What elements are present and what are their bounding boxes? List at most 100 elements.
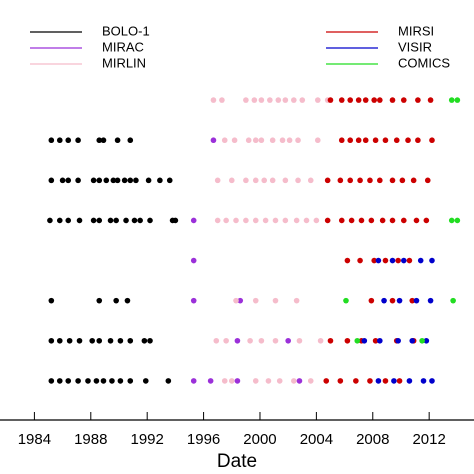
point xyxy=(214,217,221,224)
point xyxy=(107,217,114,224)
point xyxy=(357,177,363,184)
point xyxy=(347,97,354,103)
point xyxy=(190,378,197,384)
point xyxy=(258,337,265,344)
point xyxy=(367,378,373,384)
point xyxy=(450,297,456,304)
x-tick-label: 2004 xyxy=(300,431,333,448)
point xyxy=(362,137,369,144)
point xyxy=(258,97,265,103)
point xyxy=(65,378,72,384)
point xyxy=(448,217,455,224)
point xyxy=(48,177,55,184)
point xyxy=(355,137,362,144)
point xyxy=(89,337,96,344)
point xyxy=(396,297,403,304)
point xyxy=(420,378,427,384)
point xyxy=(347,137,354,144)
point xyxy=(214,177,221,184)
point xyxy=(338,137,345,144)
point xyxy=(243,177,249,184)
point xyxy=(391,378,397,384)
point xyxy=(324,217,331,224)
point xyxy=(59,177,66,184)
point xyxy=(137,217,143,224)
x-tick-label: 1984 xyxy=(18,431,51,448)
point xyxy=(258,137,265,144)
point xyxy=(210,137,217,144)
point xyxy=(247,337,253,344)
point xyxy=(65,137,72,144)
point xyxy=(279,137,286,144)
point xyxy=(267,97,273,103)
x-tick-label: 1988 xyxy=(74,431,107,448)
point xyxy=(282,217,289,224)
point xyxy=(96,337,103,344)
point xyxy=(357,257,363,264)
point xyxy=(96,177,103,184)
point xyxy=(371,257,377,264)
point xyxy=(381,297,387,304)
point xyxy=(377,97,383,103)
point xyxy=(65,177,72,184)
point xyxy=(75,378,81,384)
point xyxy=(157,177,163,184)
point xyxy=(121,177,128,184)
point xyxy=(395,337,401,344)
point xyxy=(96,297,103,304)
point xyxy=(117,378,124,384)
point xyxy=(190,297,197,304)
point xyxy=(221,378,228,384)
point xyxy=(317,337,324,344)
point xyxy=(286,137,293,144)
point xyxy=(410,177,417,184)
point xyxy=(124,297,131,304)
point xyxy=(272,217,279,224)
point xyxy=(337,378,344,384)
point xyxy=(56,217,63,224)
point xyxy=(295,137,301,144)
point xyxy=(265,378,272,384)
point xyxy=(231,137,238,144)
x-tick-label: 2008 xyxy=(356,431,389,448)
point xyxy=(65,217,72,224)
point xyxy=(114,137,121,144)
point xyxy=(417,257,424,264)
point xyxy=(96,217,103,224)
point xyxy=(276,378,283,384)
point xyxy=(252,297,259,304)
point xyxy=(344,257,351,264)
point xyxy=(243,217,249,224)
point xyxy=(296,337,303,344)
legend-label: VISIR xyxy=(398,39,432,54)
point xyxy=(406,257,413,264)
point xyxy=(228,378,235,384)
point xyxy=(375,257,382,264)
point xyxy=(48,378,55,384)
point xyxy=(207,378,214,384)
point xyxy=(233,297,239,304)
point xyxy=(127,378,134,384)
point xyxy=(243,97,249,103)
point xyxy=(389,297,396,304)
point xyxy=(293,297,300,304)
point xyxy=(389,257,396,264)
point xyxy=(338,217,345,224)
point xyxy=(275,97,282,103)
point xyxy=(123,217,129,224)
point xyxy=(429,257,435,264)
point xyxy=(344,337,351,344)
point xyxy=(190,257,197,264)
point xyxy=(141,337,148,344)
point xyxy=(313,217,320,224)
point xyxy=(368,217,375,224)
point xyxy=(56,378,63,384)
point xyxy=(48,137,55,144)
point xyxy=(382,257,389,264)
point xyxy=(272,337,279,344)
point xyxy=(358,217,365,224)
point xyxy=(291,97,297,103)
point xyxy=(213,337,220,344)
point xyxy=(389,177,396,184)
point xyxy=(285,337,291,344)
